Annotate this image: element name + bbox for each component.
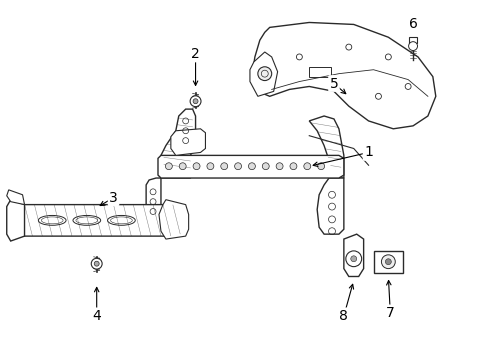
Text: 5: 5	[329, 77, 338, 90]
Text: 4: 4	[92, 309, 101, 323]
Polygon shape	[15, 204, 185, 236]
Bar	[408, 37, 416, 43]
Polygon shape	[159, 200, 188, 239]
Polygon shape	[7, 190, 24, 204]
Circle shape	[94, 261, 99, 266]
Polygon shape	[343, 234, 363, 276]
Circle shape	[234, 163, 241, 170]
Polygon shape	[170, 129, 205, 156]
Circle shape	[193, 163, 200, 170]
Circle shape	[262, 163, 269, 170]
Circle shape	[381, 255, 394, 269]
Circle shape	[257, 67, 271, 81]
Text: 7: 7	[385, 306, 394, 320]
Circle shape	[385, 259, 390, 265]
Polygon shape	[7, 200, 24, 241]
Circle shape	[190, 96, 201, 107]
Text: 8: 8	[339, 309, 347, 323]
Circle shape	[206, 163, 213, 170]
Circle shape	[165, 163, 172, 170]
Text: 3: 3	[109, 191, 118, 205]
Polygon shape	[251, 22, 435, 129]
Polygon shape	[146, 178, 161, 219]
Circle shape	[276, 163, 283, 170]
Circle shape	[193, 99, 198, 104]
Polygon shape	[249, 52, 277, 96]
Text: 6: 6	[408, 17, 417, 31]
Circle shape	[220, 163, 227, 170]
Polygon shape	[308, 116, 343, 178]
Circle shape	[317, 163, 324, 170]
Polygon shape	[158, 156, 343, 178]
Bar	[373, 251, 402, 273]
Polygon shape	[161, 109, 195, 178]
Polygon shape	[317, 178, 343, 234]
Circle shape	[350, 256, 356, 262]
Circle shape	[303, 163, 310, 170]
Circle shape	[248, 163, 255, 170]
Circle shape	[289, 163, 296, 170]
Text: 2: 2	[191, 47, 200, 61]
Circle shape	[408, 42, 417, 50]
Bar	[308, 67, 330, 77]
Circle shape	[91, 258, 102, 269]
Circle shape	[179, 163, 186, 170]
Text: 1: 1	[364, 145, 372, 159]
